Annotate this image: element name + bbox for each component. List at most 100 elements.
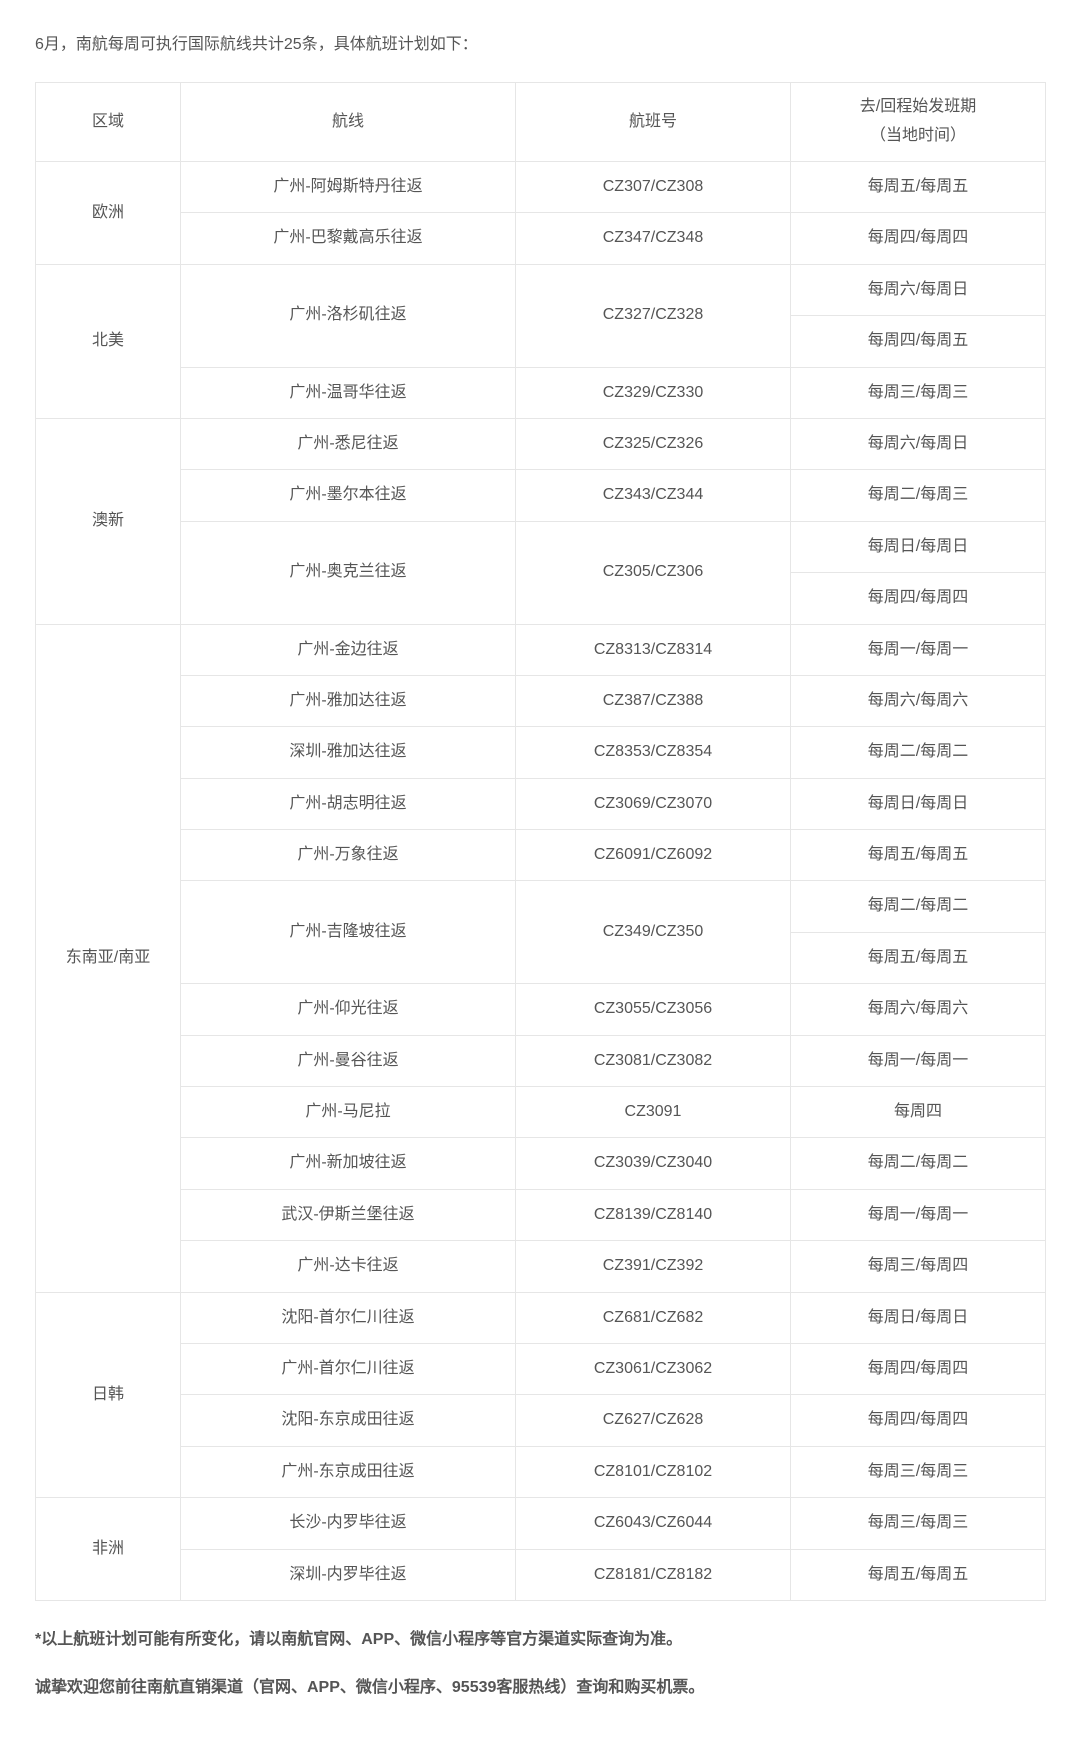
table-row: 广州-胡志明往返CZ3069/CZ3070每周日/每周日 xyxy=(36,778,1046,829)
route-cell: 广州-新加坡往返 xyxy=(181,1138,516,1189)
table-row: 广州-奥克兰往返CZ305/CZ306每周日/每周日 xyxy=(36,521,1046,572)
schedule-cell: 每周四/每周四 xyxy=(791,1395,1046,1446)
region-cell: 非洲 xyxy=(36,1498,181,1601)
col-schedule: 去/回程始发班期 （当地时间） xyxy=(791,83,1046,162)
table-body: 欧洲广州-阿姆斯特丹往返CZ307/CZ308每周五/每周五广州-巴黎戴高乐往返… xyxy=(36,161,1046,1600)
col-route: 航线 xyxy=(181,83,516,162)
note-line: *以上航班计划可能有所变化，请以南航官网、APP、微信小程序等官方渠道实际查询为… xyxy=(35,1625,1045,1655)
table-row: 广州-巴黎戴高乐往返CZ347/CZ348每周四/每周四 xyxy=(36,213,1046,264)
table-row: 深圳-雅加达往返CZ8353/CZ8354每周二/每周二 xyxy=(36,727,1046,778)
schedule-cell: 每周五/每周五 xyxy=(791,161,1046,212)
table-row: 武汉-伊斯兰堡往返CZ8139/CZ8140每周一/每周一 xyxy=(36,1189,1046,1240)
note-line: 诚挚欢迎您前往南航直销渠道（官网、APP、微信小程序、95539客服热线）查询和… xyxy=(35,1673,1045,1703)
schedule-cell: 每周一/每周一 xyxy=(791,1035,1046,1086)
route-cell: 广州-胡志明往返 xyxy=(181,778,516,829)
schedule-cell: 每周一/每周一 xyxy=(791,624,1046,675)
flight-schedule-table: 区域 航线 航班号 去/回程始发班期 （当地时间） 欧洲广州-阿姆斯特丹往返CZ… xyxy=(35,82,1046,1601)
table-header-row: 区域 航线 航班号 去/回程始发班期 （当地时间） xyxy=(36,83,1046,162)
route-cell: 长沙-内罗毕往返 xyxy=(181,1498,516,1549)
flight-cell: CZ305/CZ306 xyxy=(516,521,791,624)
schedule-cell: 每周三/每周三 xyxy=(791,1446,1046,1497)
flight-cell: CZ8313/CZ8314 xyxy=(516,624,791,675)
table-row: 广州-曼谷往返CZ3081/CZ3082每周一/每周一 xyxy=(36,1035,1046,1086)
table-row: 深圳-内罗毕往返CZ8181/CZ8182每周五/每周五 xyxy=(36,1549,1046,1600)
col-flight: 航班号 xyxy=(516,83,791,162)
schedule-cell: 每周二/每周二 xyxy=(791,881,1046,932)
table-row: 欧洲广州-阿姆斯特丹往返CZ307/CZ308每周五/每周五 xyxy=(36,161,1046,212)
flight-cell: CZ3069/CZ3070 xyxy=(516,778,791,829)
route-cell: 广州-马尼拉 xyxy=(181,1087,516,1138)
table-row: 广州-东京成田往返CZ8101/CZ8102每周三/每周三 xyxy=(36,1446,1046,1497)
route-cell: 广州-温哥华往返 xyxy=(181,367,516,418)
table-row: 广州-吉隆坡往返CZ349/CZ350每周二/每周二 xyxy=(36,881,1046,932)
route-cell: 广州-万象往返 xyxy=(181,830,516,881)
flight-cell: CZ347/CZ348 xyxy=(516,213,791,264)
schedule-cell: 每周四/每周四 xyxy=(791,573,1046,624)
route-cell: 广州-达卡往返 xyxy=(181,1241,516,1292)
flight-cell: CZ3061/CZ3062 xyxy=(516,1343,791,1394)
schedule-cell: 每周三/每周三 xyxy=(791,1498,1046,1549)
route-cell: 沈阳-首尔仁川往返 xyxy=(181,1292,516,1343)
schedule-cell: 每周五/每周五 xyxy=(791,830,1046,881)
table-row: 非洲长沙-内罗毕往返CZ6043/CZ6044每周三/每周三 xyxy=(36,1498,1046,1549)
schedule-cell: 每周四/每周五 xyxy=(791,316,1046,367)
schedule-cell: 每周六/每周六 xyxy=(791,675,1046,726)
flight-cell: CZ681/CZ682 xyxy=(516,1292,791,1343)
region-cell: 北美 xyxy=(36,264,181,418)
schedule-cell: 每周三/每周四 xyxy=(791,1241,1046,1292)
flight-cell: CZ325/CZ326 xyxy=(516,418,791,469)
col-region: 区域 xyxy=(36,83,181,162)
schedule-cell: 每周六/每周六 xyxy=(791,984,1046,1035)
table-row: 广州-马尼拉CZ3091每周四 xyxy=(36,1087,1046,1138)
route-cell: 广州-雅加达往返 xyxy=(181,675,516,726)
table-row: 广州-新加坡往返CZ3039/CZ3040每周二/每周二 xyxy=(36,1138,1046,1189)
schedule-cell: 每周五/每周五 xyxy=(791,1549,1046,1600)
schedule-cell: 每周二/每周三 xyxy=(791,470,1046,521)
flight-cell: CZ3039/CZ3040 xyxy=(516,1138,791,1189)
region-cell: 欧洲 xyxy=(36,161,181,264)
table-row: 广州-仰光往返CZ3055/CZ3056每周六/每周六 xyxy=(36,984,1046,1035)
table-row: 澳新广州-悉尼往返CZ325/CZ326每周六/每周日 xyxy=(36,418,1046,469)
table-row: 北美广州-洛杉矶往返CZ327/CZ328每周六/每周日 xyxy=(36,264,1046,315)
route-cell: 广州-首尔仁川往返 xyxy=(181,1343,516,1394)
notes-section: *以上航班计划可能有所变化，请以南航官网、APP、微信小程序等官方渠道实际查询为… xyxy=(35,1625,1045,1704)
route-cell: 广州-墨尔本往返 xyxy=(181,470,516,521)
route-cell: 广州-阿姆斯特丹往返 xyxy=(181,161,516,212)
flight-cell: CZ8181/CZ8182 xyxy=(516,1549,791,1600)
route-cell: 广州-金边往返 xyxy=(181,624,516,675)
table-row: 广州-墨尔本往返CZ343/CZ344每周二/每周三 xyxy=(36,470,1046,521)
route-cell: 广州-洛杉矶往返 xyxy=(181,264,516,367)
col-schedule-line2: （当地时间） xyxy=(870,127,966,144)
schedule-cell: 每周四/每周四 xyxy=(791,213,1046,264)
flight-cell: CZ343/CZ344 xyxy=(516,470,791,521)
intro-text: 6月，南航每周可执行国际航线共计25条，具体航班计划如下： xyxy=(35,30,1045,60)
flight-cell: CZ307/CZ308 xyxy=(516,161,791,212)
route-cell: 广州-东京成田往返 xyxy=(181,1446,516,1497)
route-cell: 广州-仰光往返 xyxy=(181,984,516,1035)
schedule-cell: 每周日/每周日 xyxy=(791,778,1046,829)
table-row: 广州-温哥华往返CZ329/CZ330每周三/每周三 xyxy=(36,367,1046,418)
flight-cell: CZ387/CZ388 xyxy=(516,675,791,726)
flight-cell: CZ8139/CZ8140 xyxy=(516,1189,791,1240)
col-schedule-line1: 去/回程始发班期 xyxy=(860,98,976,115)
table-row: 东南亚/南亚广州-金边往返CZ8313/CZ8314每周一/每周一 xyxy=(36,624,1046,675)
route-cell: 深圳-雅加达往返 xyxy=(181,727,516,778)
table-row: 广州-万象往返CZ6091/CZ6092每周五/每周五 xyxy=(36,830,1046,881)
flight-cell: CZ6091/CZ6092 xyxy=(516,830,791,881)
flight-cell: CZ3055/CZ3056 xyxy=(516,984,791,1035)
schedule-cell: 每周二/每周二 xyxy=(791,727,1046,778)
schedule-cell: 每周四 xyxy=(791,1087,1046,1138)
route-cell: 广州-巴黎戴高乐往返 xyxy=(181,213,516,264)
flight-cell: CZ627/CZ628 xyxy=(516,1395,791,1446)
route-cell: 广州-悉尼往返 xyxy=(181,418,516,469)
schedule-cell: 每周日/每周日 xyxy=(791,521,1046,572)
region-cell: 日韩 xyxy=(36,1292,181,1498)
flight-cell: CZ8353/CZ8354 xyxy=(516,727,791,778)
table-row: 广州-雅加达往返CZ387/CZ388每周六/每周六 xyxy=(36,675,1046,726)
route-cell: 武汉-伊斯兰堡往返 xyxy=(181,1189,516,1240)
schedule-cell: 每周日/每周日 xyxy=(791,1292,1046,1343)
schedule-cell: 每周五/每周五 xyxy=(791,932,1046,983)
route-cell: 广州-吉隆坡往返 xyxy=(181,881,516,984)
table-row: 广州-达卡往返CZ391/CZ392每周三/每周四 xyxy=(36,1241,1046,1292)
schedule-cell: 每周三/每周三 xyxy=(791,367,1046,418)
